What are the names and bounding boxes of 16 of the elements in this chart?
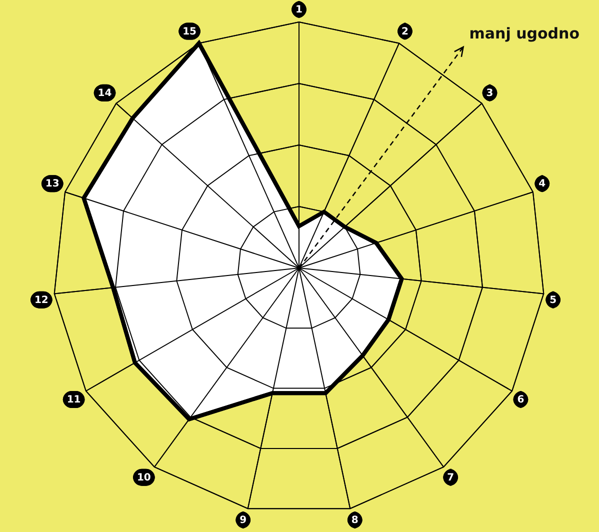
spoke-label: 3 <box>486 88 494 99</box>
spoke-label: 4 <box>538 178 546 190</box>
spoke-label: 10 <box>136 472 151 484</box>
spoke-label: 12 <box>34 294 48 306</box>
spoke-label: 8 <box>351 515 358 526</box>
spoke-label: 11 <box>66 394 81 406</box>
spoke-label: 5 <box>550 294 557 306</box>
spoke-label: 14 <box>98 88 112 99</box>
spoke-label: 9 <box>240 515 247 526</box>
spoke-label: 15 <box>182 26 197 38</box>
spoke-label: 2 <box>402 26 408 38</box>
spoke-label: 6 <box>517 394 524 406</box>
spoke-label: 1 <box>296 4 303 16</box>
spoke-label: 7 <box>447 472 454 484</box>
spoke-label: 13 <box>45 178 60 190</box>
text: manj ugodno <box>469 24 580 43</box>
